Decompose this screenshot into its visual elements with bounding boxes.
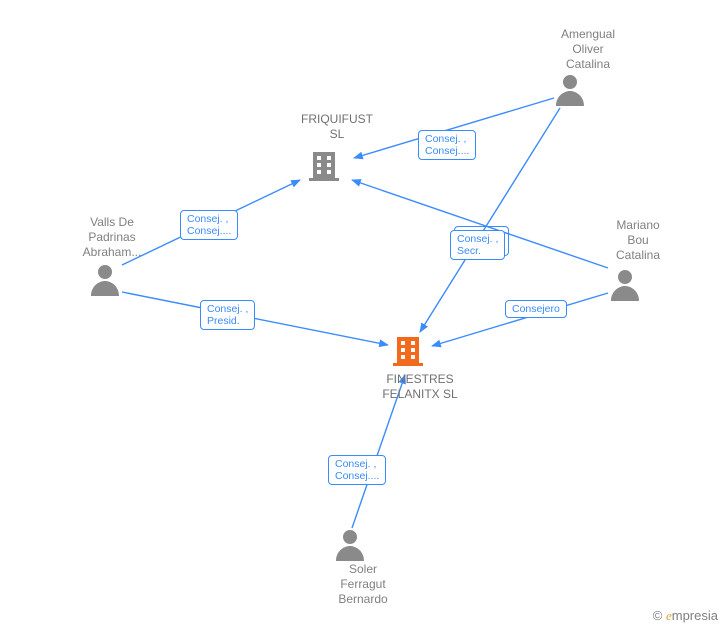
node-label-soler[interactable]: Soler Ferragut Bernardo [318, 562, 408, 607]
node-label-amengual[interactable]: Amengual Oliver Catalina [543, 27, 633, 72]
company-icon-finestres[interactable] [391, 333, 425, 367]
edge-label-3: Consej. , Presid. [200, 300, 255, 330]
company-icon-friquifust[interactable] [307, 148, 341, 182]
edge-label-0: Consej. , Consej.... [418, 130, 476, 160]
diagram-canvas: Amengual Oliver Catalina Valls De Padrin… [0, 0, 728, 630]
watermark: © empresia [653, 608, 718, 624]
edge-label-2: Consej. , Consej.... [180, 210, 238, 240]
node-label-finestres[interactable]: FINESTRES FELANITX SL [340, 372, 500, 402]
edge-label-5: Consejero [505, 300, 567, 318]
person-icon-amengual[interactable] [553, 72, 587, 108]
copyright-symbol: © [653, 608, 663, 623]
edge-label-1: Consej. , Secr. [450, 230, 505, 260]
person-icon-valls[interactable] [88, 262, 122, 298]
person-icon-mariano[interactable] [608, 267, 642, 303]
person-icon-soler[interactable] [333, 527, 367, 563]
edge-label-6: Consej. , Consej.... [328, 455, 386, 485]
node-label-friquifust[interactable]: FRIQUIFUST SL [282, 112, 392, 142]
brand-text: mpresia [672, 608, 718, 623]
node-label-mariano[interactable]: Mariano Bou Catalina [598, 218, 678, 263]
node-label-valls[interactable]: Valls De Padrinas Abraham... [72, 215, 152, 260]
